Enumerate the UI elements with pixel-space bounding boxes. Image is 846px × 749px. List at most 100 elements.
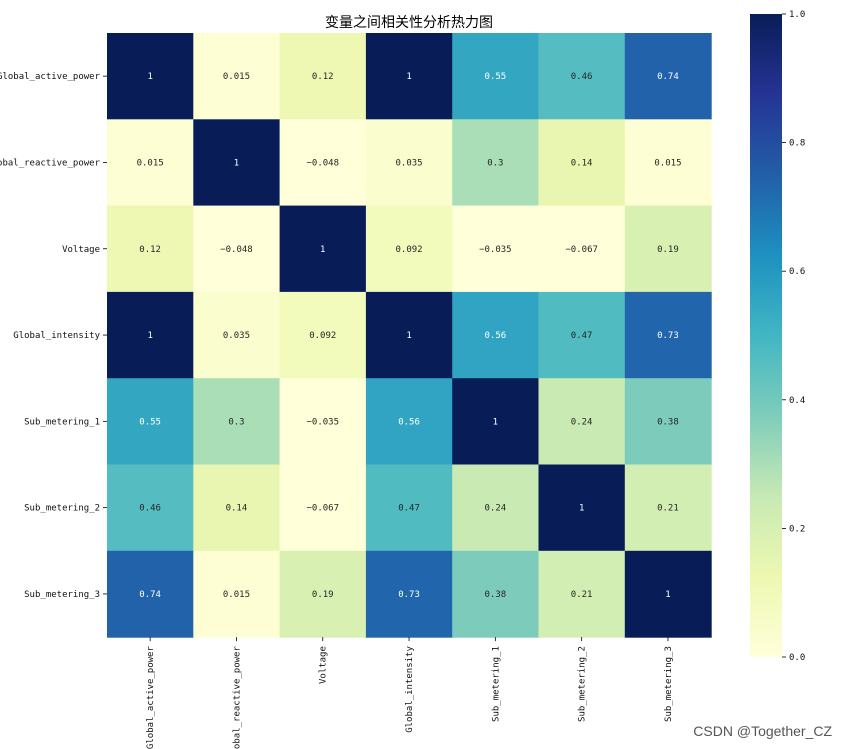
- heatmap-cell: [193, 378, 281, 466]
- cell-value-label: 0.12: [312, 72, 334, 82]
- row-tick-label: Sub_metering_3: [24, 590, 100, 600]
- heatmap-cell: [624, 291, 712, 379]
- heatmap-cell: [193, 119, 281, 207]
- cell-value-label: 0.035: [396, 158, 423, 168]
- cell-value-label: 0.46: [571, 72, 593, 82]
- cell-value-label: 0.46: [139, 504, 161, 514]
- heatmap-cell: [624, 205, 712, 293]
- column-tick-label: Sub_metering_1: [491, 646, 501, 722]
- heatmap-cell: [452, 33, 540, 120]
- heatmap-cell: [107, 291, 194, 379]
- cell-value-label: 0.55: [485, 72, 507, 82]
- heatmap-cell: [452, 119, 540, 207]
- cell-value-label: 0.015: [654, 158, 681, 168]
- cell-value-label: 0.21: [571, 590, 593, 600]
- heatmap-cell: [193, 464, 281, 552]
- cell-value-label: 0.56: [398, 417, 420, 427]
- row-tick-label: Global_reactive_power: [0, 158, 101, 168]
- heatmap-cell: [624, 119, 712, 207]
- cell-value-label: −0.048: [306, 158, 339, 168]
- cell-value-label: 0.74: [657, 72, 679, 82]
- row-tick-label: Voltage: [62, 245, 100, 255]
- cell-value-label: 0.38: [485, 590, 507, 600]
- cell-value-label: 0.55: [139, 417, 161, 427]
- cell-value-label: −0.067: [306, 504, 339, 514]
- row-tick-label: Global_active_power: [0, 72, 101, 82]
- cell-value-label: 0.3: [228, 417, 244, 427]
- cell-value-label: 0.74: [139, 590, 161, 600]
- cell-value-label: 1: [320, 245, 325, 255]
- heatmap-cell: [107, 33, 194, 120]
- cell-value-label: 1: [147, 72, 152, 82]
- cell-value-label: 0.73: [398, 590, 420, 600]
- heatmap-cell: [365, 205, 453, 293]
- heatmap-cell: [538, 378, 626, 466]
- heatmap-cell-labels: 1 0.015 0.12 1 0.55 0.46 0.74 0.015 1 −0.048 0.035…: [137, 72, 682, 600]
- cell-value-label: −0.048: [220, 245, 253, 255]
- heatmap-cell: [279, 464, 367, 552]
- column-tick-label: Global_intensity: [405, 646, 415, 733]
- cell-value-label: 0.092: [309, 331, 336, 341]
- column-tick-label: Voltage: [319, 646, 329, 684]
- colorbar-tick-label: 0.2: [789, 524, 805, 534]
- heatmap-cell: [538, 205, 626, 293]
- cell-value-label: 0.47: [398, 504, 420, 514]
- heatmap-cell: [279, 378, 367, 466]
- heatmap-cell: [365, 550, 453, 638]
- column-tick-labels: Global_active_power Global_reactive_power…: [146, 637, 674, 749]
- heatmap-cell: [193, 33, 281, 120]
- heatmap-cell: [279, 205, 367, 293]
- row-tick-labels: Global_active_power Global_reactive_power…: [0, 72, 107, 600]
- heatmap-cell: [193, 205, 281, 293]
- heatmap-cell: [538, 464, 626, 552]
- cell-value-label: 0.015: [137, 158, 164, 168]
- heatmap-cell: [107, 378, 194, 466]
- cell-value-label: 0.015: [223, 590, 250, 600]
- heatmap-cell: [624, 550, 712, 638]
- heatmap-cell: [279, 291, 367, 379]
- cell-value-label: 0.015: [223, 72, 250, 82]
- cell-value-label: 0.19: [312, 590, 334, 600]
- colorbar-tick-label: 0.4: [789, 396, 805, 406]
- colorbar-tick-label: 0.0: [789, 653, 805, 663]
- cell-value-label: 0.38: [657, 417, 679, 427]
- heatmap-cell: [107, 550, 194, 638]
- heatmap-cell: [107, 119, 194, 207]
- cell-value-label: −0.035: [306, 417, 339, 427]
- heatmap-cell: [365, 378, 453, 466]
- colorbar-tick-label: 0.8: [789, 139, 805, 149]
- cell-value-label: 0.21: [657, 504, 679, 514]
- cell-value-label: 0.035: [223, 331, 250, 341]
- heatmap-cell: [365, 291, 453, 379]
- heatmap-cell: [452, 291, 540, 379]
- cell-value-label: 0.092: [396, 245, 423, 255]
- heatmap-cell: [624, 378, 712, 466]
- cell-value-label: 0.3: [487, 158, 503, 168]
- heatmap-cell: [365, 33, 453, 120]
- cell-value-label: 0.56: [485, 331, 507, 341]
- cell-value-label: 1: [493, 417, 498, 427]
- heatmap-cell: [365, 464, 453, 552]
- cell-value-label: −0.067: [565, 245, 598, 255]
- heatmap-cell: [279, 550, 367, 638]
- column-tick-label: Global_reactive_power: [232, 646, 242, 749]
- cell-value-label: 1: [234, 158, 239, 168]
- heatmap-cell: [279, 33, 367, 120]
- colorbar-gradient: [750, 14, 782, 657]
- cell-value-label: −0.035: [479, 245, 512, 255]
- cell-value-label: 0.24: [485, 504, 507, 514]
- heatmap-cell: [193, 550, 281, 638]
- heatmap-cell: [193, 291, 281, 379]
- column-tick-label: Sub_metering_2: [578, 646, 588, 722]
- cell-value-label: 1: [665, 590, 670, 600]
- heatmap-cell: [452, 464, 540, 552]
- cell-value-label: 1: [147, 331, 152, 341]
- heatmap-cell: [365, 119, 453, 207]
- colorbar: 0.0 0.2 0.4 0.6 0.8 1.0: [750, 10, 805, 663]
- cell-value-label: 0.14: [571, 158, 593, 168]
- heatmap-cell: [107, 205, 194, 293]
- column-tick-label: Global_active_power: [146, 646, 156, 749]
- cell-value-label: 0.14: [226, 504, 248, 514]
- column-tick-label: Sub_metering_3: [664, 646, 674, 722]
